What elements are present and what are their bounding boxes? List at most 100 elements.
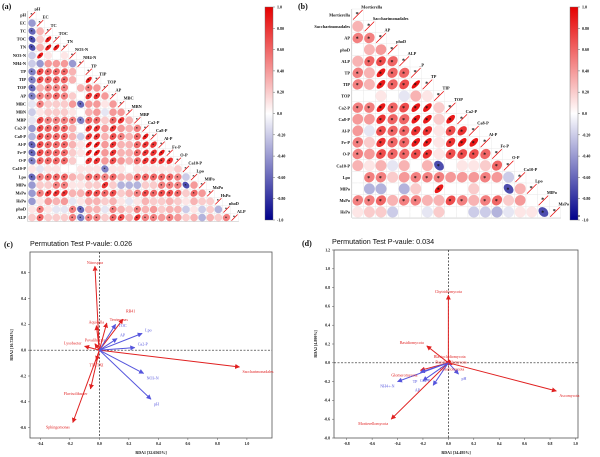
- significance-star: *: [55, 45, 57, 50]
- correlation-ellipse: [36, 76, 44, 84]
- row-label: Fe-P: [341, 140, 350, 145]
- row-label: AP: [20, 93, 26, 98]
- correlation-ellipse: [142, 157, 149, 165]
- correlation-ellipse: [198, 197, 206, 206]
- plot-frame: [333, 249, 579, 439]
- significance-star: *: [39, 207, 41, 212]
- row-label: Mortierella: [329, 13, 351, 18]
- significance-star: *: [379, 176, 382, 182]
- correlation-ellipse: [52, 205, 61, 214]
- correlation-ellipse: [68, 181, 77, 189]
- significance-star: *: [31, 29, 33, 34]
- colorbar-tick-label: 1.0: [277, 5, 282, 10]
- significance-star: *: [460, 153, 463, 159]
- significance-star: *: [367, 60, 370, 66]
- correlation-ellipse: [52, 173, 60, 181]
- x-tick-label: -0.8: [344, 442, 350, 446]
- correlation-ellipse: [76, 140, 85, 149]
- correlation-ellipse: [68, 116, 77, 125]
- correlation-ellipse: [125, 124, 134, 133]
- row-label: MBP: [16, 118, 26, 123]
- explanatory-arrow: [98, 323, 117, 351]
- correlation-ellipse: [60, 124, 69, 133]
- significance-star: *: [168, 175, 170, 180]
- correlation-ellipse: [421, 194, 433, 206]
- significance-star: *: [47, 126, 49, 131]
- correlation-ellipse: [109, 149, 117, 156]
- correlation-ellipse: [503, 171, 515, 183]
- response-label: Povalibacter: [85, 338, 106, 343]
- correlation-ellipse: [93, 165, 101, 173]
- correlation-ellipse: [28, 141, 36, 149]
- correlation-ellipse: [76, 173, 85, 181]
- correlation-ellipse: [52, 92, 60, 100]
- colorbar-tick-label: 1.0: [582, 5, 587, 10]
- correlation-ellipse: [387, 125, 398, 136]
- correlation-ellipse: [174, 173, 182, 181]
- diagonal-line: [223, 206, 230, 213]
- x-tick-label: 1.0: [245, 442, 250, 446]
- correlation-ellipse: [52, 181, 61, 189]
- significance-star: *: [379, 83, 382, 89]
- significance-star: *: [176, 175, 178, 180]
- significance-star: *: [47, 175, 49, 180]
- diagonal-label: NH4-N: [83, 55, 97, 60]
- correlation-ellipse: [44, 149, 52, 157]
- correlation-ellipse: [125, 189, 134, 198]
- significance-star: *: [47, 70, 49, 75]
- significance-star: *: [176, 183, 178, 188]
- diagonal-label: ALP: [237, 209, 246, 214]
- significance-star: *: [112, 118, 114, 123]
- significance-star: *: [112, 142, 114, 147]
- correlation-ellipse: [76, 76, 85, 84]
- correlation-ellipse: [190, 213, 198, 222]
- significance-star: *: [414, 199, 417, 205]
- correlation-ellipse: [158, 173, 166, 181]
- correlation-ellipse: [36, 100, 44, 108]
- diagonal-line: [117, 100, 125, 108]
- correlation-ellipse: [60, 59, 69, 68]
- explanatory-label: Lpo: [145, 327, 151, 332]
- correlation-ellipse: [410, 149, 421, 159]
- correlation-ellipse: [434, 160, 444, 171]
- colorbar: [569, 6, 579, 221]
- significance-star: *: [414, 176, 417, 182]
- correlation-ellipse: [491, 195, 503, 206]
- correlation-ellipse: [503, 206, 515, 218]
- correlation-ellipse: [52, 108, 61, 117]
- correlation-ellipse: [93, 213, 101, 222]
- significance-star: *: [87, 126, 89, 131]
- correlation-ellipse: [52, 51, 61, 60]
- rda-plot-c: Permutation Test P-vaule: 0.026 -0.4 -0.2 0…: [9, 239, 274, 455]
- significance-star: *: [192, 174, 195, 179]
- correlation-ellipse: [468, 194, 480, 206]
- correlation-ellipse: [117, 132, 125, 141]
- diagonal-label: pH: [34, 7, 40, 12]
- correlation-ellipse: [410, 171, 422, 183]
- explanatory-label: pH: [154, 401, 159, 406]
- significance-star: *: [87, 86, 89, 91]
- correlation-ellipse: [352, 206, 364, 218]
- correlation-ellipse: [190, 181, 198, 189]
- significance-star: *: [144, 215, 146, 220]
- significance-star: *: [379, 71, 382, 77]
- correlation-ellipse: [101, 197, 109, 206]
- diagonal-line: [206, 189, 214, 197]
- row-label: Saccharimonadales: [314, 24, 350, 29]
- significance-star: *: [529, 185, 532, 192]
- correlation-ellipse: [60, 213, 69, 222]
- diagonal-line: [93, 76, 101, 84]
- correlation-ellipse: [433, 194, 445, 206]
- significance-star: *: [47, 94, 49, 99]
- correlation-ellipse: [364, 113, 375, 125]
- response-arrow: [89, 350, 100, 390]
- correlation-ellipse: [445, 171, 456, 183]
- diagonal-line: [150, 133, 157, 140]
- correlation-ellipse: [526, 194, 538, 206]
- significance-star: *: [449, 118, 452, 124]
- significance-star: *: [31, 94, 33, 99]
- row-label: O-P: [19, 158, 27, 163]
- significance-star: *: [402, 118, 405, 124]
- diagonal-label: TP: [431, 74, 437, 79]
- row-label: O-P: [343, 152, 351, 157]
